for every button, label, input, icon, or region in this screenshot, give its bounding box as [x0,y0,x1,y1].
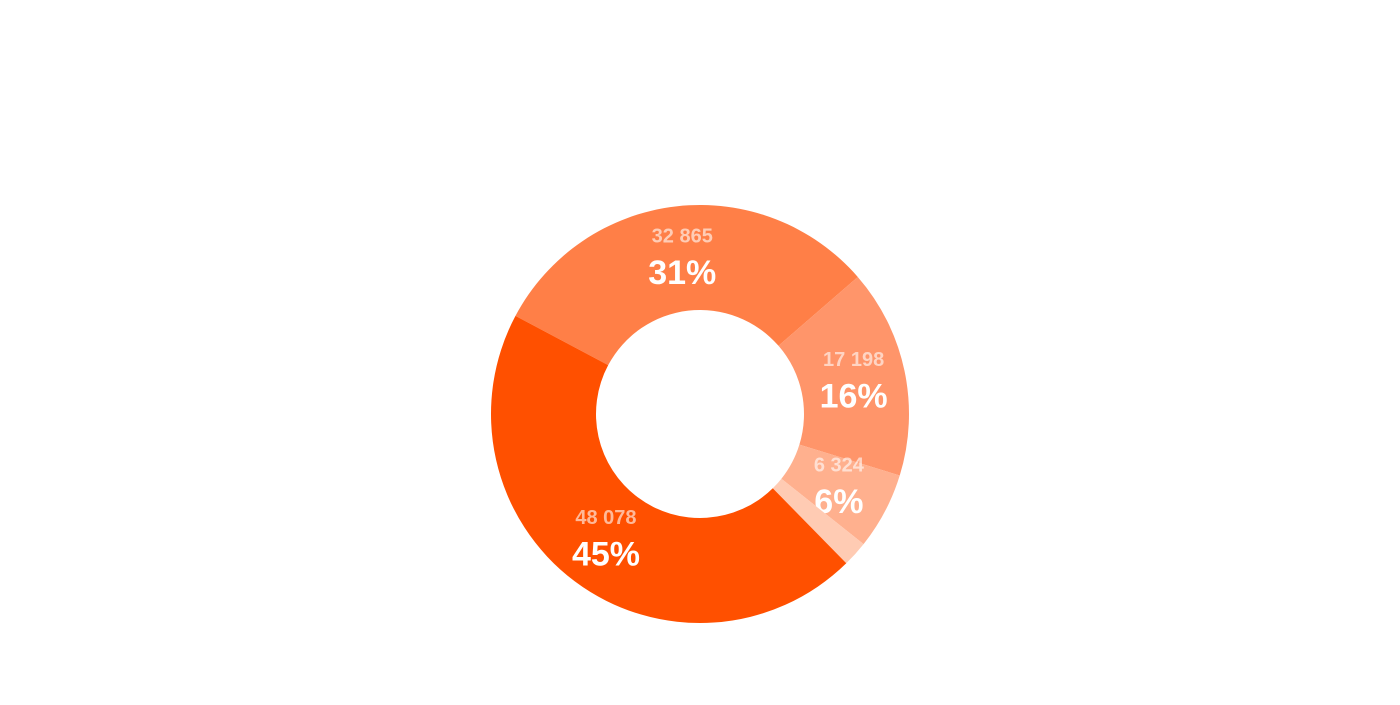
donut-slice [778,276,909,476]
donut-slice [781,444,900,545]
value-label: 48 078 [575,507,636,529]
percent-label: 45% [572,536,640,574]
value-label: 17 198 [823,349,884,371]
donut-slice [491,315,847,623]
donut-slice [515,205,858,366]
percent-label: 31% [648,254,716,292]
donut-slice [772,478,864,564]
value-label: 6 324 [814,455,865,477]
value-label: 32 865 [652,225,713,247]
percent-label: 16% [820,378,888,416]
